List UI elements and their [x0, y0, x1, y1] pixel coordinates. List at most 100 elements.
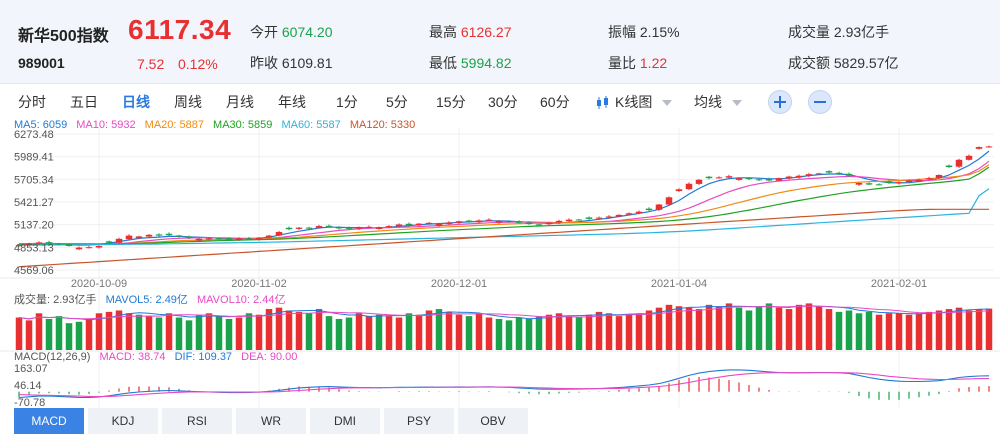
tab-dmi[interactable]: DMI: [310, 408, 382, 434]
volume-bar: [655, 307, 663, 350]
volume-bar: [125, 313, 133, 350]
volume-bar: [295, 311, 303, 350]
candle-body: [745, 178, 753, 180]
candle-body: [415, 223, 423, 226]
dif-value: DIF: 109.37: [174, 351, 233, 363]
volume-bar: [725, 303, 733, 350]
candle-body: [915, 179, 923, 182]
volume-bar: [245, 313, 253, 350]
macd-tick-label: -70.78: [14, 397, 45, 408]
stock-chart[interactable]: 6273.48 5989.41 5705.34 5421.27 5137.20 4853.…: [0, 118, 1000, 408]
volume-bar: [405, 313, 413, 350]
tab-kdj[interactable]: KDJ: [88, 408, 160, 434]
volume-bar: [175, 317, 183, 350]
candle-body: [285, 227, 293, 230]
candle-body: [235, 238, 243, 241]
tab-obv[interactable]: OBV: [458, 408, 530, 434]
mavol5-legend: MAVOL5: 2.49亿: [105, 294, 188, 306]
candle-body: [485, 219, 493, 221]
tab-weekly[interactable]: 周线: [174, 94, 202, 110]
volume-bar: [825, 309, 833, 350]
ma-legend: MA5: 6059 MA10: 5932 MA20: 5887 MA30: 58…: [14, 119, 421, 131]
volume-bar: [645, 310, 653, 350]
volume-bar: [795, 304, 803, 350]
volume-bar: [805, 303, 813, 350]
tab-yearly[interactable]: 年线: [278, 94, 306, 110]
candle-body: [475, 220, 483, 223]
prev-close-label: 昨收: [250, 55, 278, 71]
tab-macd[interactable]: MACD: [14, 408, 86, 434]
volume-bar: [665, 304, 673, 350]
volume-bar: [335, 318, 343, 350]
candle-body: [725, 176, 733, 178]
volume-bar: [745, 310, 753, 350]
candle-body: [85, 247, 93, 249]
date-tick-label: 2021-02-01: [871, 278, 927, 290]
macd-value: MACD: 38.74: [99, 351, 166, 363]
candle-body: [395, 224, 403, 227]
candle-body: [255, 237, 263, 240]
zoom-out-button[interactable]: [808, 90, 832, 114]
tab-1min[interactable]: 1分: [336, 94, 358, 110]
candle-body: [535, 224, 543, 226]
tab-15min[interactable]: 15分: [436, 94, 466, 110]
tab-60min[interactable]: 60分: [540, 94, 570, 110]
zoom-in-button[interactable]: [768, 90, 792, 114]
candlestick-icon: [597, 96, 608, 110]
candle-body: [885, 181, 893, 183]
tab-5min[interactable]: 5分: [386, 94, 408, 110]
macd-tick-label: 46.14: [14, 380, 42, 392]
price-change: 7.52: [137, 56, 165, 72]
volume-bar: [755, 306, 763, 350]
minus-icon: [814, 101, 826, 103]
chevron-down-icon: [662, 100, 673, 107]
low-label: 最低: [429, 55, 457, 71]
tab-psy[interactable]: PSY: [384, 408, 456, 434]
volume-bar: [275, 307, 283, 350]
candle-body: [55, 243, 63, 245]
candle-body: [905, 180, 913, 182]
tab-wr[interactable]: WR: [236, 408, 308, 434]
tab-30min[interactable]: 30分: [488, 94, 518, 110]
candle-body: [935, 174, 943, 179]
candle-body: [165, 233, 173, 236]
volume-bar: [485, 317, 493, 350]
tab-rsi[interactable]: RSI: [162, 408, 234, 434]
volume-bar: [455, 314, 463, 350]
tab-daily[interactable]: 日线: [122, 94, 150, 110]
tab-monthly[interactable]: 月线: [226, 94, 254, 110]
volume-bar: [565, 316, 573, 350]
candle-body: [985, 146, 993, 148]
volume-bar: [525, 318, 533, 350]
price-tick-label: 4853.13: [14, 242, 54, 254]
candle-body: [215, 238, 223, 240]
volume-bar: [875, 314, 883, 350]
kline-type-dropdown[interactable]: K线图: [596, 92, 673, 112]
volume-bar: [55, 316, 63, 350]
ma30-line: [18, 166, 990, 246]
candle-body: [635, 211, 643, 214]
ma-dropdown[interactable]: 均线: [694, 92, 742, 112]
volume-bar: [495, 318, 503, 350]
volume-bar: [375, 314, 383, 350]
index-code: 989001: [18, 55, 65, 71]
turnover-value: 5829.57亿: [833, 55, 899, 71]
volume-bar: [35, 313, 43, 350]
plus-icon-vertical: [779, 96, 781, 108]
tab-five-day[interactable]: 五日: [70, 94, 98, 110]
period-tabs: 分时 五日 日线 周线 月线 年线 1分 5分 15分 30分 60分 K线图 …: [0, 86, 1000, 118]
amplitude-label: 振幅: [608, 24, 636, 40]
ma20-legend: MA20: 5887: [144, 119, 204, 131]
tab-intraday[interactable]: 分时: [18, 94, 46, 110]
open-stat: 今开 6074.20: [250, 22, 333, 42]
candle-body: [305, 227, 313, 229]
volume-bar: [885, 313, 893, 350]
open-label: 今开: [250, 24, 278, 40]
candle-body: [335, 226, 343, 229]
dea-value: DEA: 90.00: [241, 351, 298, 363]
volume-bar: [75, 321, 83, 350]
candle-body: [775, 178, 783, 181]
candle-body: [155, 234, 163, 236]
candle-body: [665, 197, 673, 205]
volume-bar: [965, 310, 973, 350]
